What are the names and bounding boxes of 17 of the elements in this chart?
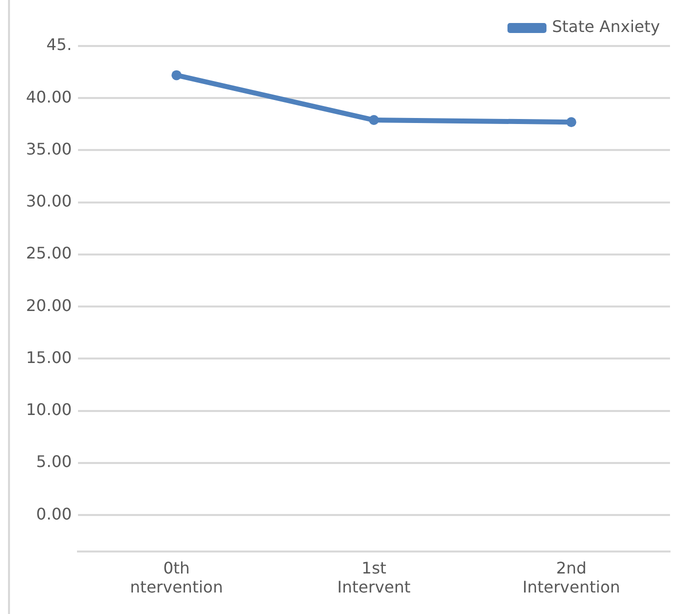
y-tick-label: 5.00: [36, 452, 72, 472]
y-tick-label: 20.00: [26, 296, 72, 315]
x-tick-label: 1st Intervent: [337, 558, 411, 597]
x-tick-label: 0th ntervention: [130, 558, 223, 597]
y-tick-label: 25.00: [26, 244, 72, 263]
point: [368, 115, 379, 126]
y-tick-label: 10.00: [26, 400, 72, 420]
y-tick-label: 45.: [46, 35, 72, 54]
point: [566, 117, 576, 128]
y-tick-label: 15.00: [26, 348, 72, 367]
y-tick-label: 35.00: [26, 139, 72, 158]
y-tick-label: 30.00: [26, 192, 72, 211]
y-tick-label: 0.00: [36, 504, 72, 524]
y-tick-label: 40.00: [26, 87, 72, 106]
point: [172, 70, 182, 80]
legend-label: State Anxiety: [552, 17, 660, 36]
x-tick-label: 2nd Intervention: [522, 558, 620, 597]
